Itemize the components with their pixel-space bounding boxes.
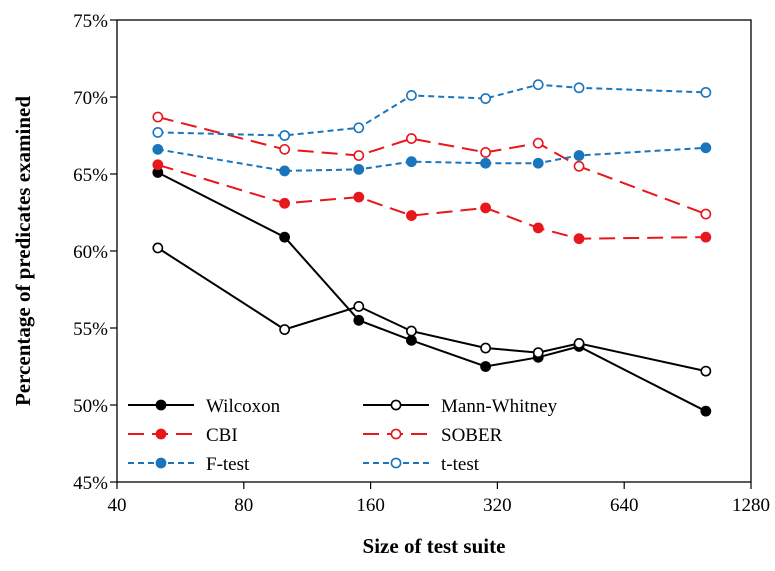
data-point-f-test [700,142,712,154]
data-point-sober [532,137,544,149]
y-tick-label: 75% [73,11,108,32]
data-point-cbi [700,231,712,243]
data-point-cbi [480,202,491,214]
data-point-mann-whitney [700,365,712,377]
data-point-sober [353,150,365,161]
data-point-sober [700,208,712,220]
x-tick-label: 80 [234,495,253,516]
data-point-mann-whitney [406,325,417,337]
legend-label-mann-whitney: Mann-Whitney [441,396,558,417]
plot-area: 45% 50% 55% 60% 65% 70% 75% 40 80 160 320 640 1280 [73,11,770,516]
data-point-cbi [406,210,417,221]
y-tick-label: 50% [73,396,108,417]
data-point-t-test [353,122,365,134]
y-tick-label: 65% [73,165,108,186]
legend-label-cbi: CBI [206,425,238,446]
data-point-t-test [406,90,417,101]
legend-marker-sober [390,428,402,440]
data-point-f-test [480,157,491,169]
x-tick-label: 320 [483,495,512,516]
y-tick-label: 70% [73,88,108,109]
data-point-mann-whitney [480,342,491,354]
data-point-mann-whitney [279,324,291,335]
data-point-t-test [532,79,544,91]
data-point-sober [406,133,417,144]
data-point-sober [279,143,291,155]
x-tick-label: 640 [610,495,639,516]
legend-label-f-test: F-test [206,454,250,475]
y-tick-label: 45% [73,473,108,494]
data-point-f-test [279,165,291,177]
series-line-t-test [157,83,706,137]
data-point-cbi [279,197,291,209]
legend-label-wilcoxon: Wilcoxon [206,396,281,417]
y-tick-label: 60% [73,242,108,263]
data-point-t-test [573,82,585,94]
legend-label-t-test: t-test [441,454,480,475]
data-point-wilcoxon [700,405,712,417]
y-axis-title-group: Percentage of predicates examined [11,96,35,406]
legend-marker-f-test [155,457,167,469]
data-point-f-test [152,143,164,155]
x-tick-label: 160 [356,495,385,516]
legend-label-sober: SOBER [441,425,503,446]
data-point-wilcoxon [353,314,365,326]
data-point-f-test [532,157,544,169]
data-point-sober [573,160,585,172]
data-point-t-test [152,127,164,138]
data-point-cbi [353,191,365,203]
legend-marker-t-test [390,457,402,469]
series-line-cbi [157,163,706,240]
legend-marker-wilcoxon [155,399,167,411]
x-tick-label: 1280 [732,495,770,516]
data-point-sober [480,147,491,158]
data-point-f-test [406,156,417,168]
data-point-wilcoxon [406,334,417,346]
data-point-mann-whitney [353,301,365,312]
series-line-wilcoxon [157,171,707,413]
y-tick-label: 55% [73,319,108,340]
data-point-mann-whitney [152,242,164,254]
y-axis-title: Percentage of predicates examined [11,96,35,406]
data-point-t-test [480,93,491,104]
x-axis-title: Size of test suite [363,534,506,558]
series-line-sober [157,116,707,215]
data-point-t-test [700,86,712,98]
data-point-wilcoxon [279,231,291,243]
legend-marker-cbi [155,428,167,440]
legend: Wilcoxon Mann-Whitney CBI SOBER F-test t-test [128,396,558,475]
data-point-t-test [279,130,291,141]
data-point-mann-whitney [573,337,585,349]
data-point-cbi [573,233,585,245]
data-point-cbi [532,222,544,234]
data-point-sober [152,111,164,123]
data-point-f-test [573,150,585,161]
legend-marker-mann-whitney [390,399,402,411]
data-point-f-test [353,163,365,175]
series-line-mann-whitney [157,247,707,373]
data-point-mann-whitney [532,347,544,359]
series-line-f-test [157,146,706,172]
data-point-wilcoxon [480,361,491,372]
data-point-cbi [152,159,164,171]
x-tick-label: 40 [108,495,127,516]
